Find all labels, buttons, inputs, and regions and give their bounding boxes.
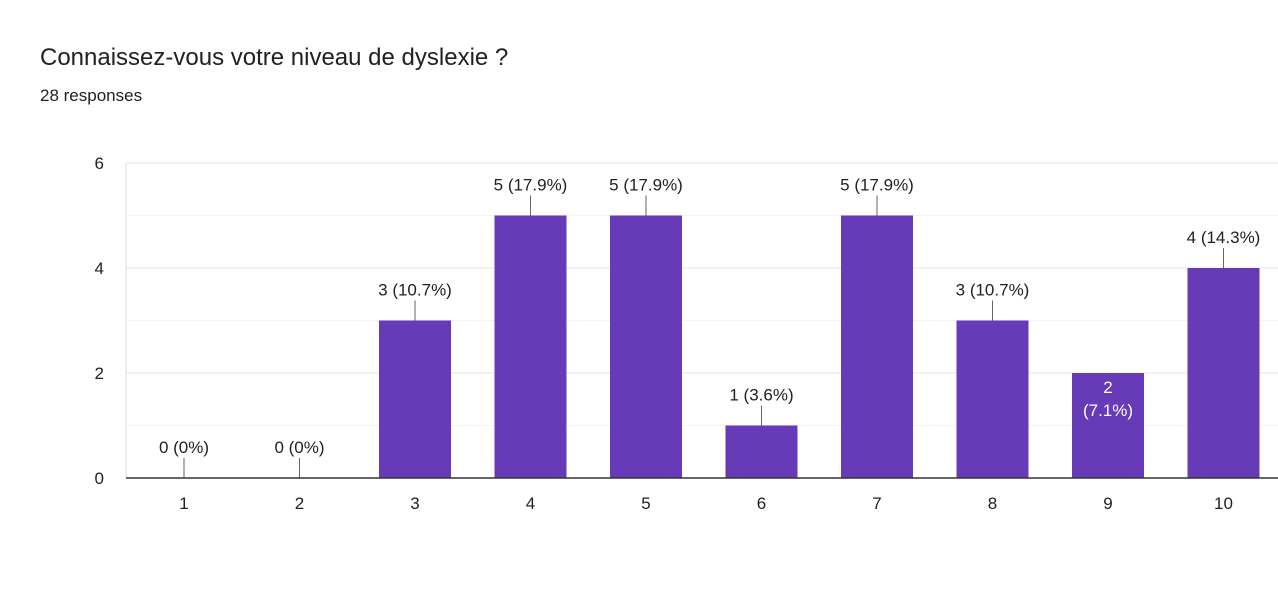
- data-label: 3 (10.7%): [378, 281, 452, 300]
- x-tick-label: 4: [526, 494, 535, 513]
- data-label: 5 (17.9%): [840, 176, 914, 195]
- data-label: (7.1%): [1083, 401, 1133, 420]
- response-count: 28 responses: [40, 86, 143, 105]
- y-tick-label: 6: [95, 154, 104, 173]
- data-label: 1 (3.6%): [729, 386, 793, 405]
- data-label: 3 (10.7%): [956, 281, 1030, 300]
- data-label: 2: [1103, 378, 1112, 397]
- y-tick-label: 0: [95, 469, 104, 488]
- data-label: 0 (0%): [159, 438, 209, 457]
- y-tick-label: 2: [95, 364, 104, 383]
- x-tick-label: 5: [641, 494, 650, 513]
- chart-title: Connaissez-vous votre niveau de dyslexie…: [40, 44, 509, 71]
- bar: [841, 215, 913, 478]
- x-tick-label: 6: [757, 494, 766, 513]
- y-tick-label: 4: [95, 259, 104, 278]
- bar: [1187, 268, 1260, 478]
- x-tick-label: 10: [1214, 494, 1233, 513]
- x-tick-label: 1: [179, 494, 188, 513]
- bar: [610, 215, 682, 478]
- bar: [379, 320, 451, 478]
- x-tick-label: 8: [988, 494, 997, 513]
- x-tick-label: 9: [1103, 494, 1112, 513]
- bar: [956, 320, 1029, 478]
- data-label: 5 (17.9%): [609, 176, 683, 195]
- x-tick-label: 2: [295, 494, 304, 513]
- data-label: 4 (14.3%): [1187, 228, 1261, 247]
- bar: [494, 215, 567, 478]
- x-tick-label: 3: [410, 494, 419, 513]
- bar: [725, 425, 798, 478]
- data-label: 0 (0%): [274, 438, 324, 457]
- data-label: 5 (17.9%): [494, 176, 568, 195]
- bar: [1072, 373, 1144, 478]
- x-tick-label: 7: [872, 494, 881, 513]
